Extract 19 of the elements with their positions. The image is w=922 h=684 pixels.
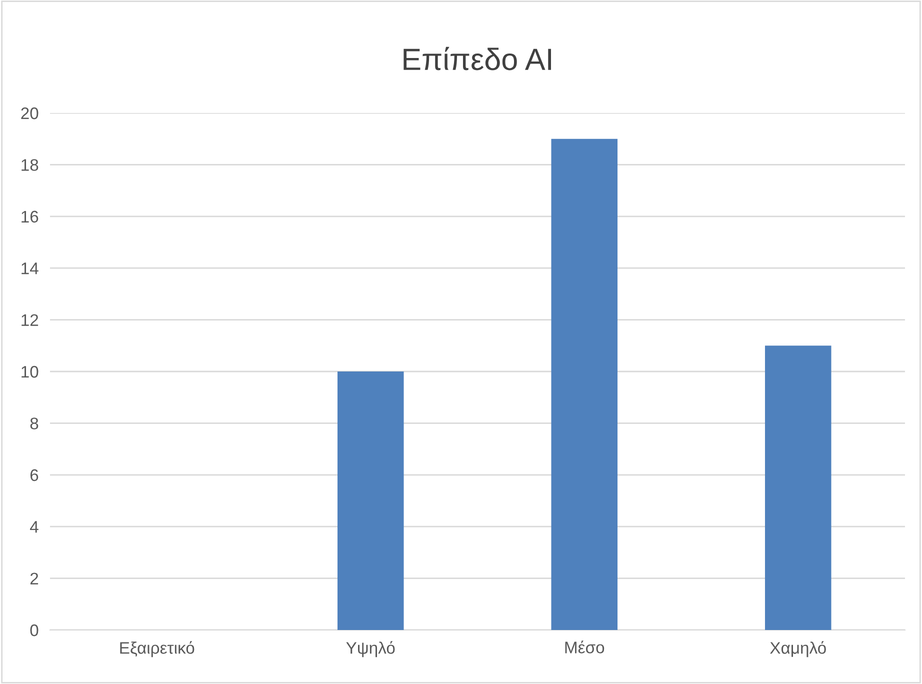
x-tick-label: Υψηλό [346,641,395,658]
y-tick-label: 8 [30,418,38,430]
y-tick-label: 16 [22,210,38,223]
y-tick-label: 2 [30,572,38,584]
y-tick-label: 12 [22,314,38,326]
y-tick-label: 20 [21,107,38,120]
y-tick-label: 14 [22,262,38,274]
x-tick-label: Χαμηλό [770,641,826,658]
bar [764,346,832,630]
y-tick-label: 6 [30,469,38,482]
y-tick-label: 18 [22,159,38,171]
x-tick-label: Μέσο [565,640,604,654]
bar [337,372,404,630]
chart-title: Επίπεδο AI [404,46,551,70]
y-tick-label: 4 [30,521,38,533]
y-tick-label: 0 [30,624,38,636]
y-tick-label: 10 [22,366,38,378]
bar [551,138,618,630]
x-tick-label: Εξαιρετικό [120,641,194,658]
